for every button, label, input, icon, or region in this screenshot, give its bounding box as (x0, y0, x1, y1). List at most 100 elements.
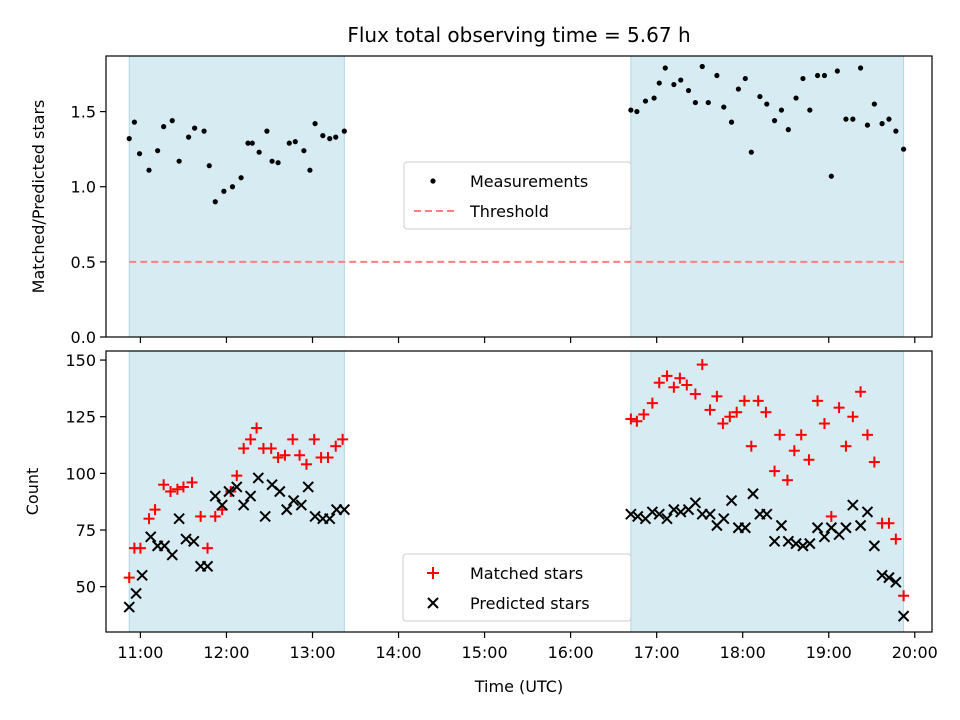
y-tick-label: 0.0 (71, 328, 96, 347)
bottom-legend: Matched stars Predicted stars (402, 553, 632, 622)
predicted-star-point (876, 569, 888, 582)
matched-star-point (279, 449, 291, 461)
matched-stars-points (123, 359, 910, 602)
predicted-star-point (775, 519, 788, 532)
matched-star-point (840, 440, 852, 452)
matched-star-point (890, 533, 902, 545)
predicted-star-point (201, 560, 214, 572)
measurement-point (238, 175, 244, 181)
matched-star-point (209, 510, 221, 522)
measurement-point (201, 128, 207, 134)
matched-star-point (272, 452, 284, 464)
matched-star-point (795, 429, 807, 441)
matched-star-point (774, 429, 786, 441)
matched-star-point (696, 359, 708, 371)
matched-star-point (803, 454, 815, 466)
predicted-star-point (223, 485, 235, 498)
predicted-star-point (136, 569, 148, 582)
predicted-star-point (761, 508, 773, 520)
measurement-point (807, 107, 813, 113)
matched-star-point (717, 418, 729, 430)
measurement-point (714, 72, 720, 79)
predicted-star-point (166, 549, 178, 561)
measurement-point (893, 128, 899, 134)
measurement-point (671, 81, 677, 88)
matched-star-point (825, 510, 837, 522)
measurement-point (705, 99, 711, 106)
measurement-point (212, 199, 218, 205)
predicted-star-point (739, 522, 751, 534)
measurement-point (728, 119, 735, 125)
measurement-point (721, 104, 727, 110)
measurement-point (192, 125, 198, 131)
matched-star-point (265, 442, 277, 454)
measurement-point (301, 148, 307, 154)
matched-star-point (674, 372, 686, 384)
matched-star-point (788, 445, 800, 457)
matched-star-point (812, 395, 824, 407)
measurement-point (292, 139, 298, 145)
matched-star-point (868, 456, 880, 468)
measurement-point (757, 93, 763, 100)
measurement-point (656, 80, 662, 86)
predicted-star-point (668, 503, 680, 516)
top-y-axis-label: Matched/Predicted stars (29, 100, 48, 294)
legend-matched-label: Matched stars (470, 564, 583, 583)
measurements-points (126, 63, 907, 205)
predicted-star-point (818, 531, 831, 543)
y-tick-label: 0.5 (71, 253, 96, 272)
matched-star-point (689, 388, 701, 400)
measurement-point (662, 65, 668, 71)
matched-star-point (171, 483, 183, 495)
measurement-point (735, 86, 742, 92)
legend-predicted-marker (427, 597, 439, 609)
measurement-point (307, 167, 313, 173)
measurement-point (814, 72, 821, 79)
predicted-star-point (180, 533, 192, 545)
predicted-star-point (302, 481, 314, 493)
y-tick-label: 125 (65, 408, 96, 427)
matched-star-point (625, 413, 637, 425)
matched-star-point (238, 442, 250, 454)
x-tick-label: 19:00 (806, 643, 852, 662)
matched-star-point (202, 542, 214, 554)
measurement-point (678, 77, 684, 83)
matched-star-point (143, 513, 155, 525)
predicted-stars-points (123, 472, 910, 622)
predicted-star-point (718, 512, 730, 525)
matched-star-point (195, 510, 207, 522)
matched-star-point (638, 408, 650, 420)
measurement-point (333, 134, 339, 140)
predicted-star-point (797, 540, 809, 552)
legend-threshold-label: Threshold (469, 202, 549, 221)
matched-star-point (760, 406, 772, 418)
matched-star-point (704, 404, 716, 416)
measurement-point (748, 149, 754, 155)
top-legend-box (403, 161, 632, 230)
measurement-point (879, 121, 885, 127)
measurement-point (821, 72, 828, 79)
measurement-point (327, 136, 333, 142)
measurement-point (176, 158, 182, 164)
x-tick-label: 11:00 (117, 643, 163, 662)
matched-star-point (752, 395, 764, 407)
measurement-point (136, 151, 143, 157)
matched-star-point (300, 458, 312, 470)
measurement-point (886, 116, 892, 122)
top-axes-frame (105, 55, 933, 338)
measurement-point (871, 101, 877, 107)
matched-star-point (738, 395, 750, 407)
predicted-star-point (747, 488, 759, 500)
measurement-point (843, 116, 849, 122)
predicted-star-point (840, 522, 852, 534)
matched-star-point (668, 381, 680, 393)
bottom-y-axis-label: Count (23, 468, 42, 516)
measurement-point (857, 65, 864, 71)
matched-star-point (681, 379, 693, 391)
top-panel: 0.0 0.5 1.0 1.5 Matched/Predicted stars Mea… (29, 55, 933, 347)
measurement-point (169, 118, 175, 124)
predicted-star-point (274, 485, 286, 498)
matched-star-point (294, 449, 306, 461)
predicted-star-point (145, 531, 157, 543)
